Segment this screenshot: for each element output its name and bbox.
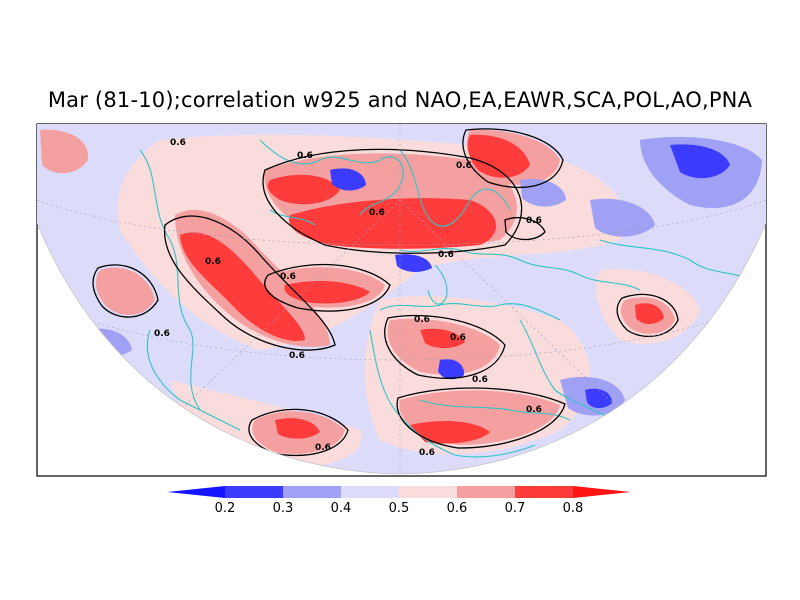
field-region-red-sahara (410, 420, 490, 444)
legend-tick-label: 0.5 (389, 501, 410, 516)
contour-west (92, 264, 159, 318)
coastline-americas-east (139, 149, 201, 411)
legend-tick-label: 0.6 (447, 501, 468, 516)
contour-southwest (248, 408, 349, 457)
graticule-line (37, 299, 766, 361)
hemisphere-edge (36, 222, 767, 475)
field-region-red-greenland (267, 174, 340, 205)
contour-label: 0.6 (456, 161, 472, 171)
coastline-europe (399, 248, 641, 291)
contour-label: 0.6 (414, 315, 430, 325)
contour-label: 0.6 (297, 151, 313, 161)
contour-label: 0.6 (438, 250, 454, 260)
contour-label: 0.6 (369, 208, 385, 218)
graticule-line (169, 199, 401, 421)
contour-label: 0.6 (419, 448, 435, 458)
field-region-pink-corner (40, 129, 89, 174)
coastline-caribbean (146, 329, 241, 431)
coastline-sahel (419, 399, 571, 421)
contour-label: 0.6 (472, 375, 488, 385)
coastline-mediterranean (379, 303, 561, 321)
contour-mediterranean (384, 314, 506, 379)
coastline-iceland (269, 209, 316, 226)
map-title: Mar (81-10);correlation w925 and NAO,EA,… (47, 88, 753, 112)
field-region-darkblue-arabia (585, 388, 612, 409)
legend-bins (167, 486, 631, 498)
coastline-italy (427, 264, 448, 305)
field-region-darkblue-siberia (670, 144, 730, 179)
legend-tick-label: 0.7 (505, 501, 526, 516)
legend-bin (283, 486, 341, 498)
contour-labels: 0.6 0.6 0.6 0.6 0.6 0.6 0.6 0.6 0.6 0.6 … (154, 138, 542, 458)
field-region-darkblue-africa (438, 359, 465, 380)
coastline-greenland (259, 139, 404, 216)
legend-tick-label: 0.3 (273, 501, 294, 516)
legend-bin (167, 486, 225, 498)
field-region-red-mediterranean (420, 328, 465, 349)
legend-bin (515, 486, 573, 498)
legend-bin (341, 486, 399, 498)
field-region-red-asia (635, 303, 664, 324)
field-region-red-atlantic-band (180, 232, 305, 341)
legend-bin (573, 486, 631, 498)
field-region-blue-russia (590, 198, 655, 237)
legend-ticks: 0.2 0.3 0.4 0.5 0.6 0.7 0.8 (215, 501, 584, 516)
contour-scandinavia (462, 128, 564, 189)
contour-atlantic (163, 215, 336, 351)
contours-0.6 (92, 128, 679, 457)
field-region-red-midatlantic (284, 280, 370, 304)
contour-baltic (504, 217, 546, 241)
contour-label: 0.6 (205, 257, 221, 267)
field-region-red-norway (467, 134, 530, 178)
legend-tick-label: 0.4 (331, 501, 352, 516)
contour-sahara (396, 387, 566, 449)
field-region-red-southwest (275, 418, 320, 439)
contour-label: 0.6 (526, 216, 542, 226)
legend-tick-label: 0.2 (215, 501, 236, 516)
field-region-pink-west (95, 267, 155, 316)
contour-north-atlantic (262, 148, 523, 254)
graticule-line (37, 199, 766, 246)
contour-label: 0.6 (289, 351, 305, 361)
contour-label: 0.6 (450, 333, 466, 343)
contour-label: 0.6 (170, 138, 186, 148)
coastline-asia (599, 239, 751, 281)
contour-label: 0.6 (280, 272, 296, 282)
contour-label: 0.6 (154, 329, 170, 339)
coastline-scandinavia (399, 149, 511, 227)
legend-tick-label: 0.8 (563, 501, 584, 516)
field-region-darkblue-greenland (330, 168, 366, 191)
contour-label: 0.6 (315, 443, 331, 453)
legend-bin (457, 486, 515, 498)
graticule-line (399, 199, 631, 421)
contour-label: 0.6 (526, 405, 542, 415)
coastlines (139, 139, 751, 458)
legend-bin (399, 486, 457, 498)
contour-midatlantic (264, 263, 391, 312)
field-region-red-north-atlantic-band (289, 198, 497, 249)
field-region-darkblue-iberia (395, 254, 432, 272)
legend-bin (225, 486, 283, 498)
graticule (37, 124, 766, 474)
